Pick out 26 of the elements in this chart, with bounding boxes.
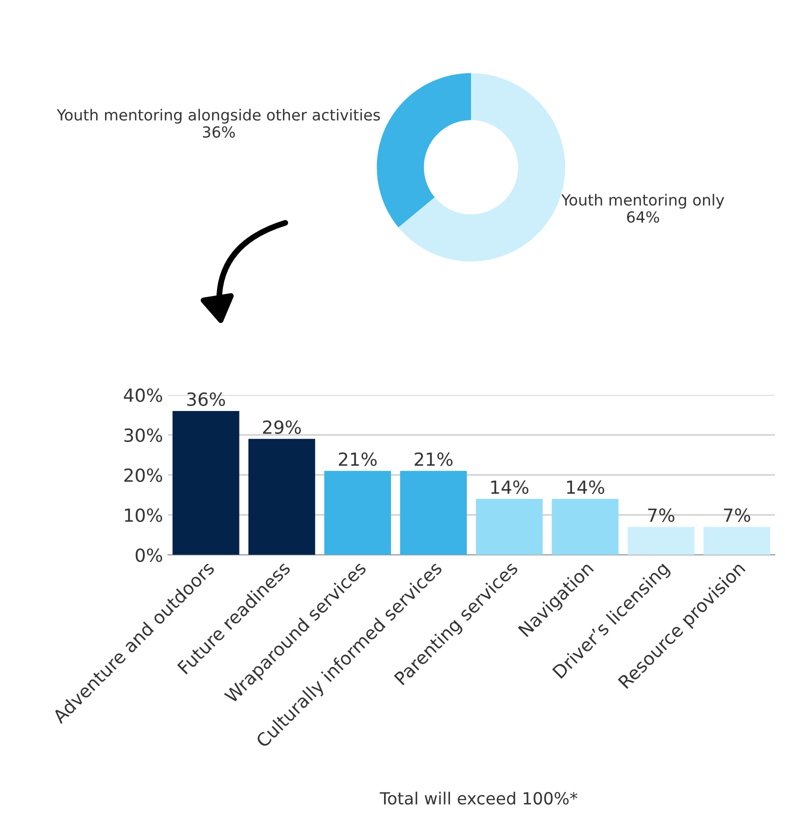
data-label: 36% — [202, 126, 235, 138]
data-label: 14% — [491, 480, 528, 494]
data-label: 21% — [414, 452, 453, 466]
text: Total will exceed 100%* — [380, 792, 578, 805]
y-tick-label: 10% — [124, 508, 162, 522]
slice-label: Youth mentoring only — [561, 194, 724, 209]
y-tick-label: 30% — [124, 428, 162, 442]
data-label: 21% — [338, 452, 377, 466]
data-label: 64% — [627, 211, 660, 223]
bar — [628, 526, 694, 555]
slice-label: Youth mentoring alongside other activities — [56, 108, 380, 124]
bar — [552, 498, 619, 555]
y-tick-label: 40% — [124, 388, 162, 402]
data-label: 14% — [567, 480, 604, 494]
bar — [400, 470, 467, 555]
data-label: 29% — [263, 420, 301, 434]
bar — [703, 526, 770, 555]
bar — [324, 470, 391, 555]
data-label: 7% — [648, 508, 674, 522]
data-label: 36% — [187, 392, 225, 406]
y-tick-label: 0% — [136, 548, 162, 562]
data-label: 7% — [724, 508, 750, 522]
bar — [172, 410, 240, 555]
y-tick-label: 20% — [124, 468, 162, 482]
bar — [476, 498, 543, 555]
bar — [248, 438, 316, 555]
